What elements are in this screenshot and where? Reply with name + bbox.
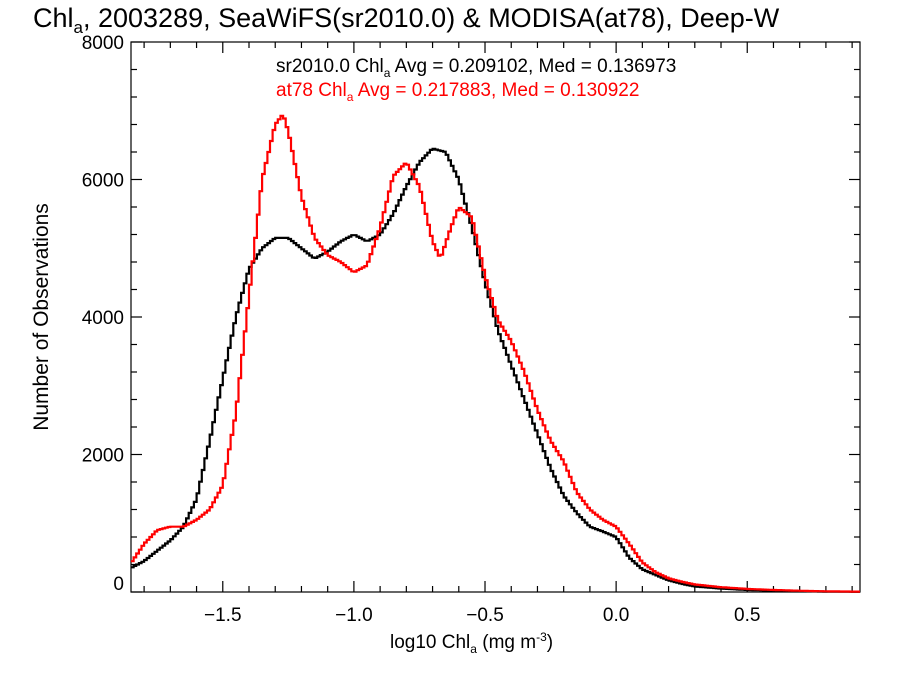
y-tick-label: 4000: [82, 308, 124, 329]
y-axis-label: Number of Observations: [30, 203, 53, 431]
series-line-at78: [131, 114, 860, 593]
x-tick-label: −0.5: [466, 605, 504, 626]
axis-ticks: [131, 41, 860, 593]
x-axis-label: log10 Chla (mg m-3): [390, 630, 553, 656]
x-tick-label: −1.0: [335, 605, 373, 626]
x-tick-label: 0.5: [734, 605, 760, 626]
y-tick-label: 2000: [82, 446, 124, 467]
legend-entry-at78: at78 Chla Avg = 0.217883, Med = 0.130922: [276, 80, 639, 104]
x-tick-label: 0.0: [603, 605, 629, 626]
y-tick-label: 0: [113, 574, 124, 595]
chart-title: Chla, 2003289, SeaWiFS(sr2010.0) & MODIS…: [33, 3, 780, 37]
x-tick-label: −1.5: [204, 605, 242, 626]
axis-tick-labels: −1.5 −1.0 −0.5 0.0 0.5 0 2000 4000 6000 8000: [82, 33, 761, 626]
y-tick-label: 8000: [82, 33, 124, 54]
series-line-sr2010: [131, 147, 860, 593]
legend-entry-sr2010: sr2010.0 Chla Avg = 0.209102, Med = 0.13…: [276, 56, 676, 80]
y-tick-label: 6000: [82, 171, 124, 192]
